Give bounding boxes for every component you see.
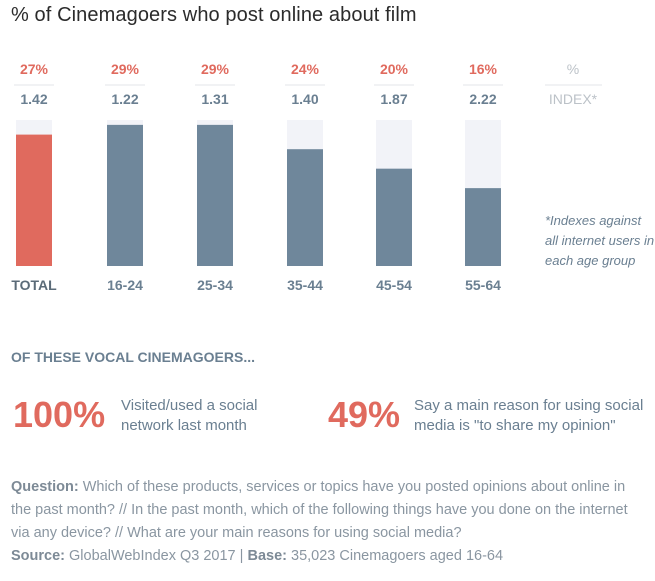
source-label: Source: [11, 548, 65, 564]
question-label: Question: [11, 479, 79, 495]
bar-25-34 [197, 124, 233, 266]
question-text: Which of these products, services or top… [11, 479, 628, 541]
bar-chart: 27% 1.42 TOTAL 29% 1.22 16-24 29% 1.31 25-34 24% 1… [11, 61, 602, 293]
index-header: INDEX* [549, 91, 598, 107]
bar-45-54 [376, 168, 412, 266]
stat-label-opinion: Say a main reason for using social media… [414, 397, 644, 434]
value-label: 20% [380, 61, 409, 77]
source-text: GlobalWebIndex Q3 2017 [69, 548, 236, 564]
base-text: 35,023 Cinemagoers aged 16-64 [291, 548, 504, 564]
value-label: 29% [201, 61, 230, 77]
index-label: 1.42 [20, 91, 47, 107]
question-line: Question: Which of these products, servi… [11, 476, 646, 545]
stat-value-social: 100% [13, 394, 106, 435]
base-label: Base: [247, 548, 287, 564]
index-footnote: *Indexes against all internet users in e… [545, 213, 655, 268]
category-label: 55-64 [465, 277, 501, 293]
index-label: 2.22 [469, 91, 496, 107]
category-label: TOTAL [11, 277, 57, 293]
category-label: 16-24 [107, 277, 143, 293]
section-heading: OF THESE VOCAL CINEMAGOERS... [11, 349, 255, 365]
footer: Question: Which of these products, servi… [11, 476, 646, 568]
bar-35-44 [287, 149, 323, 266]
index-label: 1.40 [291, 91, 318, 107]
value-label: 29% [111, 61, 140, 77]
stat-label-social: Visited/used a social network last month [121, 397, 258, 434]
source-line: Source: GlobalWebIndex Q3 2017 | Base: 3… [11, 545, 646, 568]
index-label: 1.22 [111, 91, 138, 107]
bar-total [16, 134, 52, 266]
chart-title: % of Cinemagoers who post online about f… [11, 4, 417, 26]
category-label: 45-54 [376, 277, 412, 293]
bar-16-24 [107, 124, 143, 266]
bar-55-64 [465, 188, 501, 266]
value-label: 16% [469, 61, 498, 77]
value-label: 27% [20, 61, 49, 77]
stat-value-opinion: 49% [328, 394, 401, 435]
category-label: 25-34 [197, 277, 233, 293]
value-label: 24% [291, 61, 320, 77]
separator: | [239, 548, 244, 564]
category-label: 35-44 [287, 277, 323, 293]
index-label: 1.31 [201, 91, 228, 107]
index-label: 1.87 [380, 91, 407, 107]
pct-header: % [567, 61, 579, 77]
